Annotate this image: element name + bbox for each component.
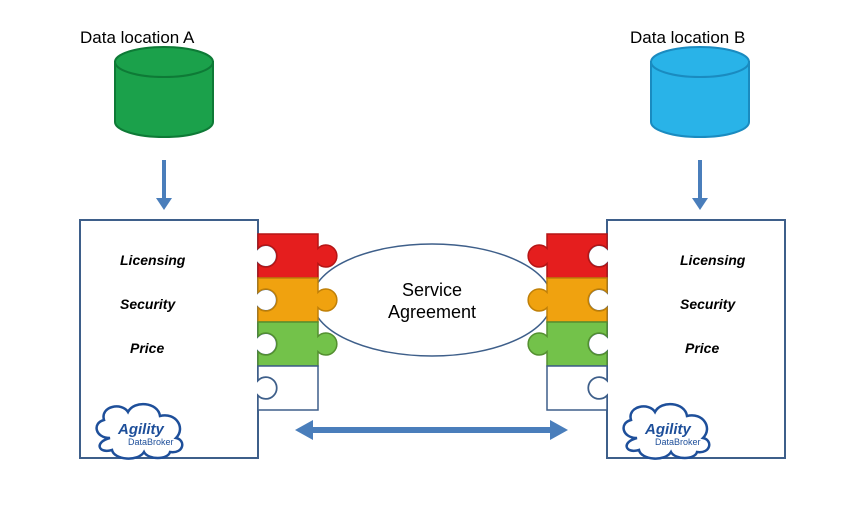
boxA-price: Price — [130, 340, 164, 356]
title-loc-b: Data location B — [630, 28, 745, 48]
boxB-security: Security — [680, 296, 735, 312]
arrow-down-b — [692, 160, 708, 210]
svg-text:Agility: Agility — [117, 421, 164, 438]
puzzle-b-green — [528, 322, 607, 366]
cylinder-a — [115, 47, 213, 137]
service-label-1: Service — [402, 280, 462, 301]
puzzle-b-white — [547, 366, 607, 410]
cylinder-b — [651, 47, 749, 137]
puzzle-b-red — [528, 234, 607, 278]
puzzle-a-green — [258, 322, 337, 366]
title-loc-a: Data location A — [80, 28, 194, 48]
boxB-price: Price — [685, 340, 719, 356]
cloud-logo-a: AgilityDataBroker — [97, 404, 183, 458]
bidirectional-arrow — [295, 420, 568, 440]
svg-text:DataBroker: DataBroker — [128, 437, 174, 447]
svg-text:Agility: Agility — [644, 421, 691, 438]
boxA-security: Security — [120, 296, 175, 312]
puzzle-b-orange — [528, 278, 607, 322]
puzzle-a-red — [258, 234, 337, 278]
arrow-down-a — [156, 160, 172, 210]
puzzle-a-white — [258, 366, 318, 410]
cloud-logo-b: AgilityDataBroker — [624, 404, 710, 458]
service-label-2: Agreement — [388, 302, 476, 323]
boxB-licensing: Licensing — [680, 252, 745, 268]
puzzle-a-orange — [258, 278, 337, 322]
svg-text:DataBroker: DataBroker — [655, 437, 701, 447]
boxA-licensing: Licensing — [120, 252, 185, 268]
